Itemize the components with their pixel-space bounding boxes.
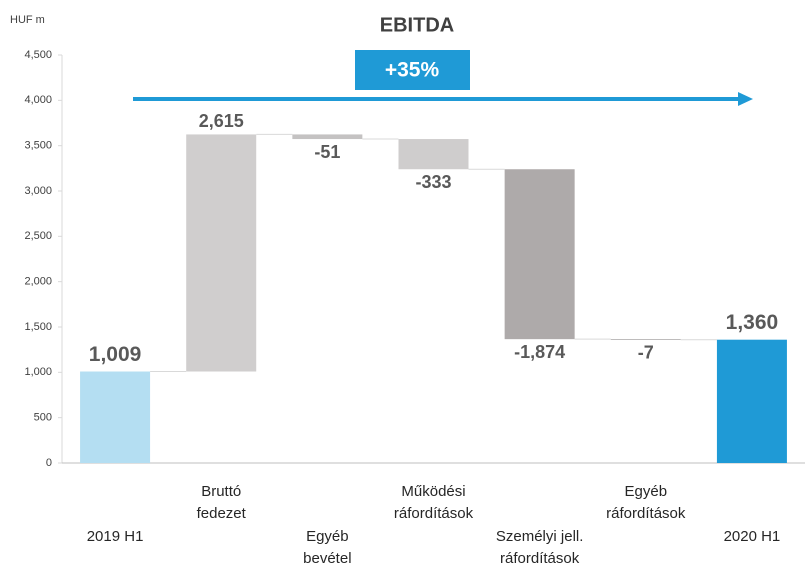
x-tick-label: Egyéb [306, 528, 349, 545]
y-tick-label: 3,500 [24, 140, 52, 152]
bar [504, 169, 575, 340]
value-label: -7 [638, 343, 654, 363]
x-tick-label: 2020 H1 [724, 528, 781, 545]
x-tick-label: bevétel [303, 550, 351, 567]
annotation-box [355, 50, 470, 90]
bar [186, 134, 257, 372]
x-tick-label: fedezet [197, 505, 247, 522]
bar [398, 139, 469, 170]
x-tick-label: ráfordítások [606, 505, 686, 522]
x-tick-label: Működési [401, 483, 465, 500]
bar [610, 339, 681, 340]
value-label: -51 [314, 142, 340, 162]
y-tick-label: 2,000 [24, 276, 52, 288]
x-tick-label: ráfordítások [500, 550, 580, 567]
y-tick-label: 0 [46, 457, 52, 469]
y-tick-label: 3,000 [24, 185, 52, 197]
y-tick-label: 1,000 [24, 366, 52, 378]
value-label: 1,360 [726, 311, 779, 334]
y-axis-label: HUF m [10, 14, 45, 26]
y-tick-label: 500 [34, 412, 52, 424]
x-tick-label: 2019 H1 [87, 528, 144, 545]
annotation: +35% [385, 59, 440, 82]
x-tick-label: Egyéb [625, 483, 668, 500]
x-tick-label: Bruttó [201, 483, 241, 500]
x-tick-label: Személyi jell. [496, 528, 584, 545]
bar [716, 339, 787, 463]
value-label: 2,615 [199, 111, 244, 131]
bar [80, 371, 151, 463]
chart-title: EBITDA [380, 14, 454, 36]
y-tick-label: 1,500 [24, 321, 52, 333]
x-tick-label: ráfordítások [394, 505, 474, 522]
y-tick-label: 4,000 [24, 94, 52, 106]
value-label: -1,874 [514, 342, 565, 362]
bar [292, 134, 363, 140]
y-tick-label: 4,500 [24, 49, 52, 61]
arrow-head [738, 92, 753, 106]
value-label: 1,009 [89, 343, 142, 366]
value-label: -333 [415, 172, 451, 192]
y-tick-label: 2,500 [24, 230, 52, 242]
